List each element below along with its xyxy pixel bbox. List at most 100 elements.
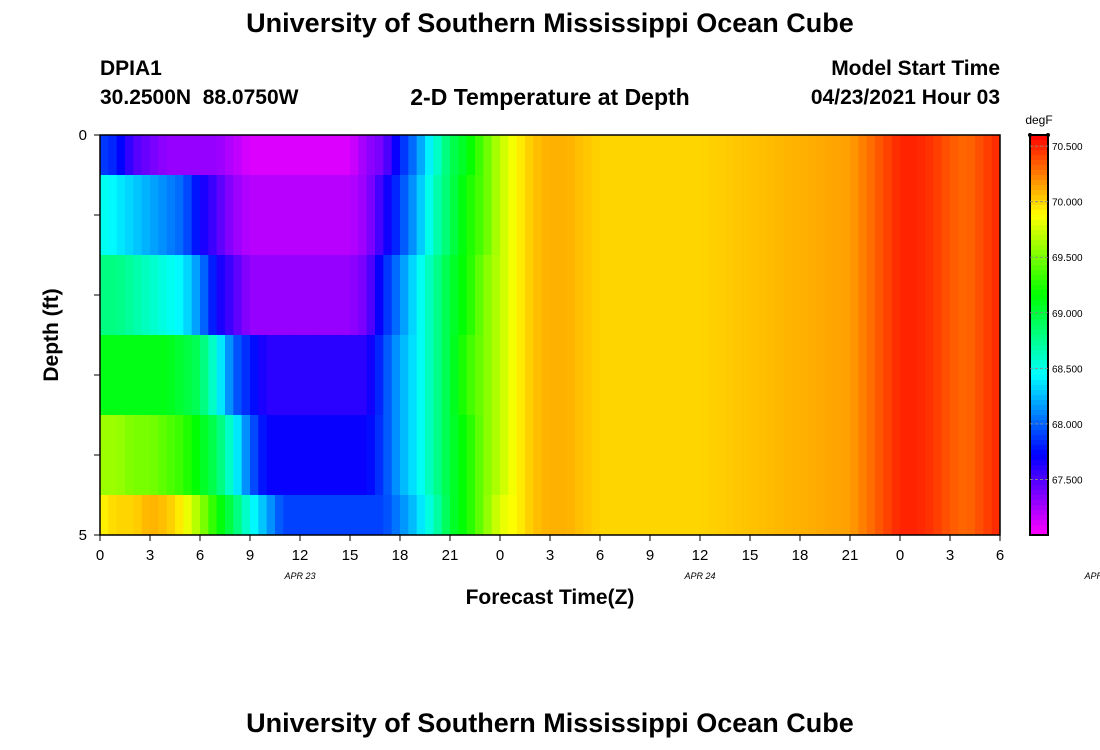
heatmap-cell	[375, 495, 384, 535]
heatmap-cell	[175, 415, 184, 495]
heatmap-cell	[766, 135, 776, 175]
colorbar-swatch	[1030, 370, 1048, 376]
heatmap-cell	[425, 175, 434, 255]
heatmap-cell	[841, 335, 851, 415]
heatmap-cell	[416, 495, 426, 535]
heatmap-cell	[341, 175, 351, 255]
heatmap-cell	[991, 415, 1000, 495]
heatmap-cell	[633, 135, 643, 175]
heatmap-cell	[300, 255, 309, 335]
heatmap-cell	[625, 175, 634, 255]
heatmap-cell	[858, 415, 868, 495]
heatmap-cell	[233, 175, 243, 255]
heatmap-cell	[858, 335, 868, 415]
heatmap-cell	[308, 135, 318, 175]
heatmap-cell	[433, 255, 443, 335]
colorbar-swatch	[1030, 485, 1048, 491]
heatmap-cell	[441, 175, 451, 255]
heatmap-cell	[233, 335, 243, 415]
heatmap-cell	[408, 135, 418, 175]
heatmap-cell	[450, 415, 459, 495]
colorbar-swatch	[1030, 205, 1048, 211]
heatmap-cell	[325, 335, 334, 415]
heatmap-cell	[900, 135, 909, 175]
heatmap-cell	[458, 135, 468, 175]
heatmap-cell	[533, 135, 543, 175]
heatmap-cell	[866, 255, 876, 335]
heatmap-cell	[491, 495, 501, 535]
heatmap-cell	[241, 135, 251, 175]
heatmap-cell	[450, 495, 459, 535]
heatmap-cell	[833, 335, 843, 415]
heatmap-cell	[583, 495, 593, 535]
colorbar-swatch	[1030, 435, 1048, 441]
heatmap-cell	[400, 255, 409, 335]
heatmap-cell	[866, 415, 876, 495]
heatmap-cell	[183, 135, 193, 175]
heatmap-cell	[358, 415, 368, 495]
heatmap-cell	[108, 175, 118, 255]
heatmap-cell	[575, 135, 584, 175]
heatmap-cell	[225, 255, 234, 335]
colorbar-swatch	[1030, 510, 1048, 516]
heatmap-cell	[608, 175, 618, 255]
heatmap-cell	[791, 175, 801, 255]
heatmap-cell	[633, 415, 643, 495]
heatmap-cell	[141, 335, 151, 415]
heatmap-cell	[375, 255, 384, 335]
heatmap-cell	[108, 335, 118, 415]
colorbar-swatch	[1030, 470, 1048, 476]
heatmap-cell	[841, 495, 851, 535]
heatmap-cell	[741, 495, 751, 535]
heatmap-cell	[666, 415, 676, 495]
heatmap-cell	[391, 175, 401, 255]
heatmap-cell	[158, 335, 168, 415]
heatmap-cell	[650, 135, 659, 175]
heatmap-cell	[741, 415, 751, 495]
heatmap-cell	[933, 495, 943, 535]
heatmap-cell	[366, 495, 376, 535]
heatmap-cell	[900, 335, 909, 415]
heatmap-cell	[383, 255, 393, 335]
heatmap-cell	[441, 135, 451, 175]
heatmap-cell	[183, 335, 193, 415]
heatmap-cell	[891, 135, 901, 175]
heatmap-cell	[666, 255, 676, 335]
heatmap-cell	[450, 335, 459, 415]
heatmap-cell	[158, 135, 168, 175]
heatmap-cell	[800, 415, 809, 495]
heatmap-cell	[100, 175, 109, 255]
heatmap-cell	[283, 335, 293, 415]
heatmap-cell	[358, 495, 368, 535]
heatmap-cell	[216, 255, 226, 335]
heatmap-cell	[300, 135, 309, 175]
colorbar-swatch	[1030, 350, 1048, 356]
heatmap-cell	[933, 415, 943, 495]
colorbar-swatch	[1030, 320, 1048, 326]
heatmap-cell	[733, 175, 743, 255]
heatmap-cell	[858, 135, 868, 175]
heatmap-cell	[108, 415, 118, 495]
heatmap-cell	[158, 175, 168, 255]
heatmap-cell	[400, 495, 409, 535]
heatmap-cell	[625, 255, 634, 335]
heatmap-cell	[375, 175, 384, 255]
heatmap-cell	[850, 175, 859, 255]
heatmap-cell	[283, 175, 293, 255]
x-tick-label: 15	[742, 547, 759, 564]
heatmap-cell	[200, 335, 209, 415]
colorbar-swatch	[1030, 240, 1048, 246]
heatmap-cell	[225, 415, 234, 495]
colorbar-swatch	[1030, 490, 1048, 496]
heatmap-cell	[108, 135, 118, 175]
heatmap-cell	[508, 335, 518, 415]
heatmap-cell	[641, 135, 651, 175]
heatmap-cell	[116, 175, 126, 255]
heatmap-cell	[175, 255, 184, 335]
heatmap-cell	[833, 255, 843, 335]
heatmap-cell	[716, 415, 726, 495]
heatmap-cell	[108, 495, 118, 535]
heatmap-cell	[166, 255, 176, 335]
colorbar-swatch	[1030, 325, 1048, 331]
heatmap-cell	[125, 495, 134, 535]
